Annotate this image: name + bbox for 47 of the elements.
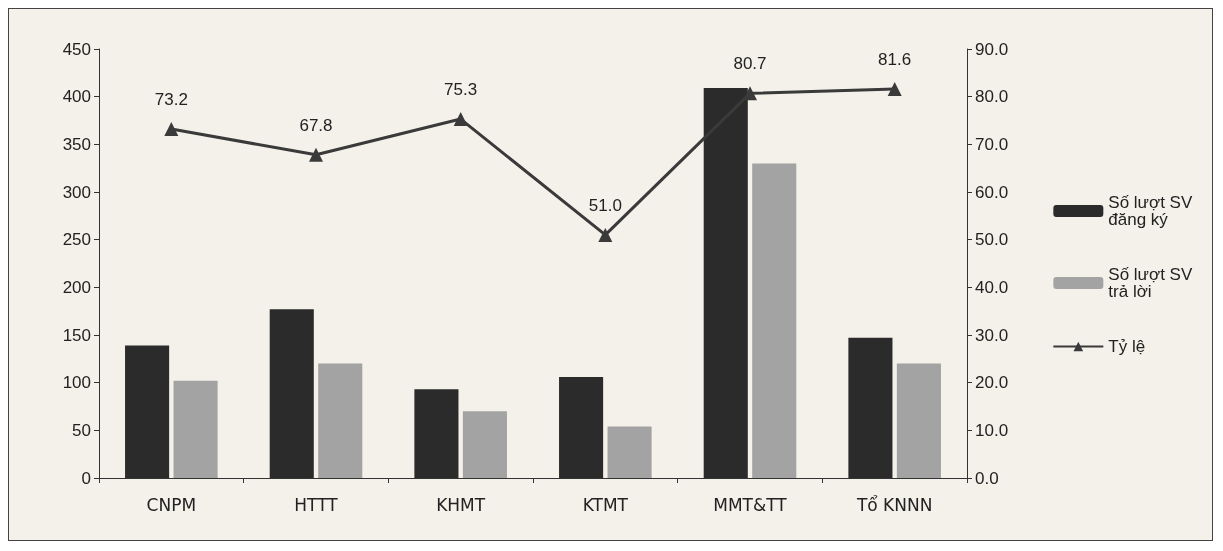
y2-tick-label: 50.0 <box>975 230 1009 250</box>
x-tick-label: HTTT <box>294 494 339 515</box>
legend-label: Tỷ lệ <box>1108 337 1146 356</box>
data-label: 51.0 <box>588 195 622 215</box>
y-tick-label: 350 <box>62 134 91 154</box>
y-tick-label: 0 <box>81 468 91 488</box>
x-tick-label: KTMT <box>582 494 629 515</box>
y-tick-label: 100 <box>62 373 91 393</box>
y2-tick-label: 0.0 <box>975 468 999 488</box>
y2-tick-label: 20.0 <box>975 373 1009 393</box>
bar <box>896 363 941 478</box>
bar <box>752 163 797 478</box>
data-label: 75.3 <box>444 80 478 100</box>
y-tick-label: 300 <box>62 182 91 202</box>
data-label: 81.6 <box>878 50 912 70</box>
point <box>598 227 613 242</box>
point <box>309 147 323 162</box>
data-label: 67.8 <box>299 115 333 135</box>
bar <box>318 363 363 478</box>
y2-tick-label: 40.0 <box>975 277 1009 297</box>
x-tick-label: CNPM <box>146 494 197 515</box>
y2-tick-label: 70.0 <box>975 134 1009 154</box>
bar <box>173 380 218 478</box>
x-tick-label: Tổ KNNN <box>855 494 933 515</box>
y-tick-label: 50 <box>72 420 91 440</box>
y-tick-label: 150 <box>62 325 91 345</box>
y2-tick-label: 80.0 <box>975 87 1009 107</box>
y-tick-label: 250 <box>62 230 91 250</box>
legend-label: Số lượt SV đăng ký <box>1108 193 1197 229</box>
y-tick-label: 400 <box>62 87 91 107</box>
data-label: 73.2 <box>154 90 188 110</box>
y-tick-label: 200 <box>62 277 91 297</box>
point <box>164 122 179 137</box>
legend-label: Số lượt SV trả lời <box>1108 265 1197 301</box>
point <box>887 82 902 97</box>
y2-tick-label: 60.0 <box>975 182 1009 202</box>
y2-tick-label: 90.0 <box>975 39 1009 59</box>
x-tick-label: MMT&TT <box>713 494 788 515</box>
x-tick-label: KHMT <box>436 494 486 515</box>
data-label: 80.7 <box>733 54 767 74</box>
point <box>743 86 757 101</box>
y2-tick-label: 10.0 <box>975 420 1009 440</box>
bar <box>462 411 507 478</box>
bar <box>607 426 652 478</box>
point <box>453 112 468 127</box>
y-tick-label: 450 <box>62 39 91 59</box>
y2-tick-label: 30.0 <box>975 325 1009 345</box>
